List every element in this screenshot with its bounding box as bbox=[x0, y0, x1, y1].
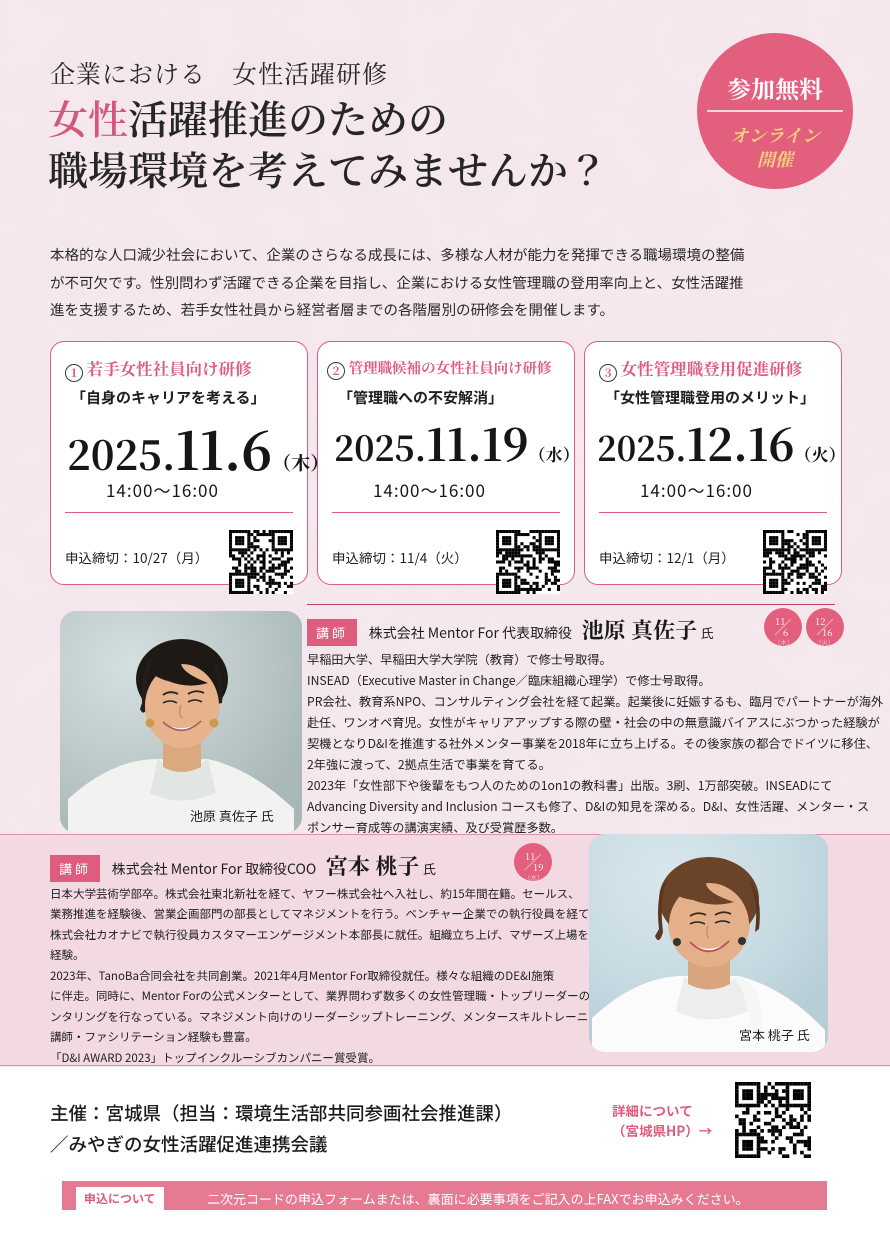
svg-text:（水）: （水） bbox=[524, 872, 544, 882]
svg-text:（火）: （火） bbox=[815, 637, 835, 647]
svg-text:（木）: （木） bbox=[774, 637, 794, 647]
